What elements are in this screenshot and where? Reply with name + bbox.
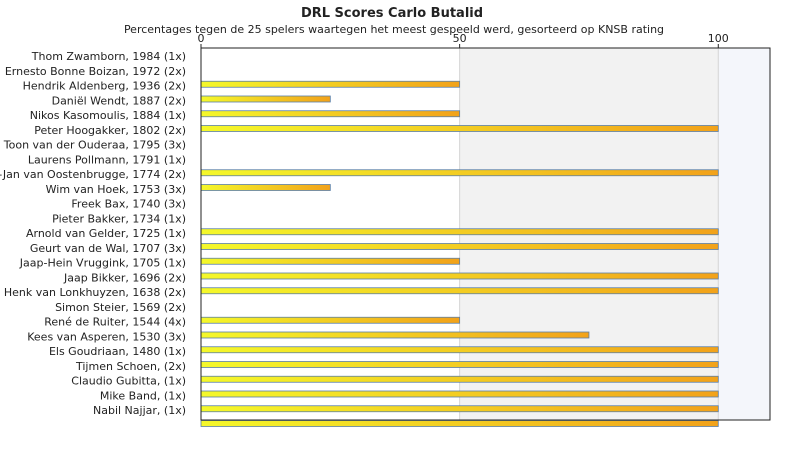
plot-frame [200,47,771,421]
bar [200,420,719,427]
category-label: Nikos Kasomoulis, 1884 (1x) [30,109,186,122]
bar [200,125,719,132]
bar [200,316,461,324]
category-label: Toon van der Ouderaa, 1795 (3x) [3,139,186,152]
bar [200,95,331,103]
bar-series [200,80,719,427]
category-label: Arnold van Gelder, 1725 (1x) [26,227,186,240]
category-label: Laurens Pollmann, 1791 (1x) [28,153,186,166]
bar [200,110,461,118]
bar [200,272,719,280]
category-label: Jaap Bikker, 1696 (2x) [63,271,186,284]
bar [200,390,719,398]
bar [200,361,719,368]
bar [200,287,719,295]
category-label: Pieter Bakker, 1734 (1x) [52,212,186,225]
bar [200,405,719,413]
category-label: Peter Hoogakker, 1802 (2x) [34,124,186,137]
category-label: Simon Steier, 1569 (2x) [55,301,186,314]
x-tick-label: 0 [198,32,205,45]
bar [200,243,719,250]
bar [200,184,331,191]
category-label: Tijmen Schoen, (2x) [75,360,186,373]
category-label: Nabil Najjar, (1x) [93,404,186,417]
category-label: t-Jan van Oostenbrugge, 1774 (2x) [0,168,186,181]
bar [200,257,461,265]
category-label: Mike Band, (1x) [100,389,186,402]
category-label: Henk van Lonkhuyzen, 1638 (2x) [4,286,186,299]
bar [200,80,461,88]
category-label: Geurt van de Wal, 1707 (3x) [30,242,186,255]
x-axis-ticks: 0 50 100 [198,32,729,48]
bar [200,375,719,383]
category-label: Daniël Wendt, 1887 (2x) [52,94,186,107]
category-label: René de Ruiter, 1544 (4x) [44,316,186,329]
x-tick-label: 50 [453,32,467,45]
category-label: Ernesto Bonne Boizan, 1972 (2x) [5,65,186,78]
category-label: Jaap-Hein Vruggink, 1705 (1x) [19,257,186,270]
category-labels: Thom Zwamborn, 1984 (1x) Ernesto Bonne Bo… [0,50,186,417]
category-label: Freek Bax, 1740 (3x) [71,198,186,211]
bar [200,228,719,236]
x-tick-label: 100 [708,32,729,45]
plot-band [718,48,770,420]
axes [200,47,771,421]
bar [200,331,590,339]
category-label: Thom Zwamborn, 1984 (1x) [31,50,186,63]
category-label: Wim van Hoek, 1753 (3x) [46,183,186,196]
category-label: Hendrik Aldenberg, 1936 (2x) [23,80,186,93]
chart-title: DRL Scores Carlo Butalid [301,6,483,21]
chart-subtitle: Percentages tegen de 25 spelers waartege… [124,23,664,36]
bar [200,346,719,354]
category-label: Claudio Gubitta, (1x) [71,375,186,388]
category-label: Kees van Asperen, 1530 (3x) [27,330,186,343]
category-label: Els Goudriaan, 1480 (1x) [49,345,186,358]
bar [200,169,719,177]
